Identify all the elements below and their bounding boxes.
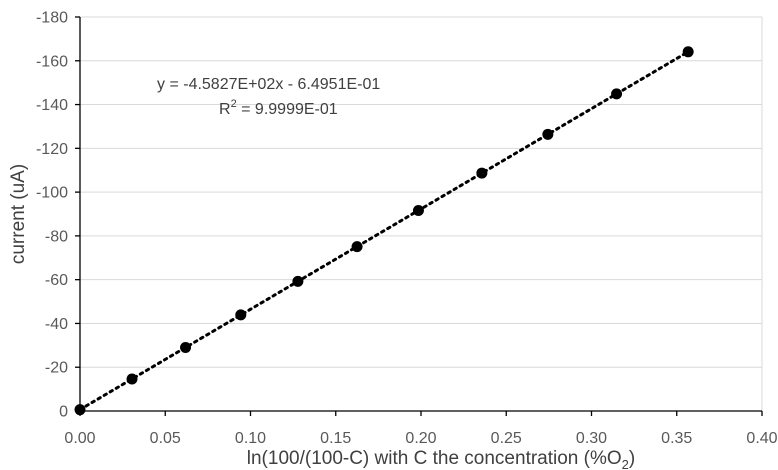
data-point bbox=[126, 373, 138, 385]
data-points bbox=[74, 46, 694, 416]
y-axis-title: current (uA) bbox=[8, 164, 29, 264]
data-point bbox=[476, 167, 488, 179]
data-point bbox=[235, 309, 247, 321]
data-point bbox=[351, 241, 363, 253]
y-tick-label: -160 bbox=[36, 53, 68, 70]
x-tick-label: 0.05 bbox=[150, 430, 181, 447]
r-squared-superscript: 2 bbox=[231, 98, 237, 110]
y-tick-label: -80 bbox=[45, 228, 68, 245]
x-axis-title: ln(100/(100-C) with C the concentration … bbox=[247, 448, 635, 470]
data-point bbox=[292, 275, 304, 287]
x-tick-label: 0.10 bbox=[235, 430, 266, 447]
data-point bbox=[542, 128, 554, 140]
x-tick-label: 0.35 bbox=[661, 430, 692, 447]
data-point bbox=[180, 342, 192, 354]
axes bbox=[75, 16, 763, 416]
r-squared-value: = 9.9999E-01 bbox=[237, 101, 338, 118]
gridlines bbox=[80, 16, 763, 411]
x-tick-label: 0.40 bbox=[746, 430, 777, 447]
x-axis-title-subscript: 2 bbox=[622, 457, 629, 470]
data-point bbox=[611, 88, 623, 100]
x-tick-label: 0.30 bbox=[576, 430, 607, 447]
x-tick-label: 0.00 bbox=[64, 430, 95, 447]
y-tick-label: 0 bbox=[59, 404, 68, 421]
x-tick-label: 0.15 bbox=[320, 430, 351, 447]
r-squared-label: R2 = 9.9999E-01 bbox=[219, 98, 338, 118]
data-point bbox=[682, 46, 694, 58]
y-tick-label: -40 bbox=[45, 316, 68, 333]
y-tick-label: -140 bbox=[36, 97, 68, 114]
data-point bbox=[412, 204, 424, 216]
y-tick-label: -180 bbox=[36, 10, 68, 27]
x-axis-title-close: ) bbox=[629, 448, 635, 469]
y-tick-label: -100 bbox=[36, 185, 68, 202]
y-tick-label: -20 bbox=[45, 360, 68, 377]
linear-trendline bbox=[78, 50, 690, 412]
trendline-layer bbox=[78, 50, 690, 412]
x-tick-label: 0.25 bbox=[491, 430, 522, 447]
data-point bbox=[74, 404, 86, 416]
x-tick-label: 0.20 bbox=[405, 430, 436, 447]
y-tick-label: -60 bbox=[45, 272, 68, 289]
r-squared-prefix: R bbox=[219, 101, 231, 118]
tick-labels: 0 -20 -40 -60 -80 -100 -120 -140 -160 -180 0.00 0.0… bbox=[36, 10, 778, 448]
y-tick-label: -120 bbox=[36, 141, 68, 158]
trendline-equation: y = -4.5827E+02x - 6.4951E-01 bbox=[157, 76, 380, 93]
x-axis-title-main: ln(100/(100-C) with C the concentration … bbox=[247, 448, 622, 469]
